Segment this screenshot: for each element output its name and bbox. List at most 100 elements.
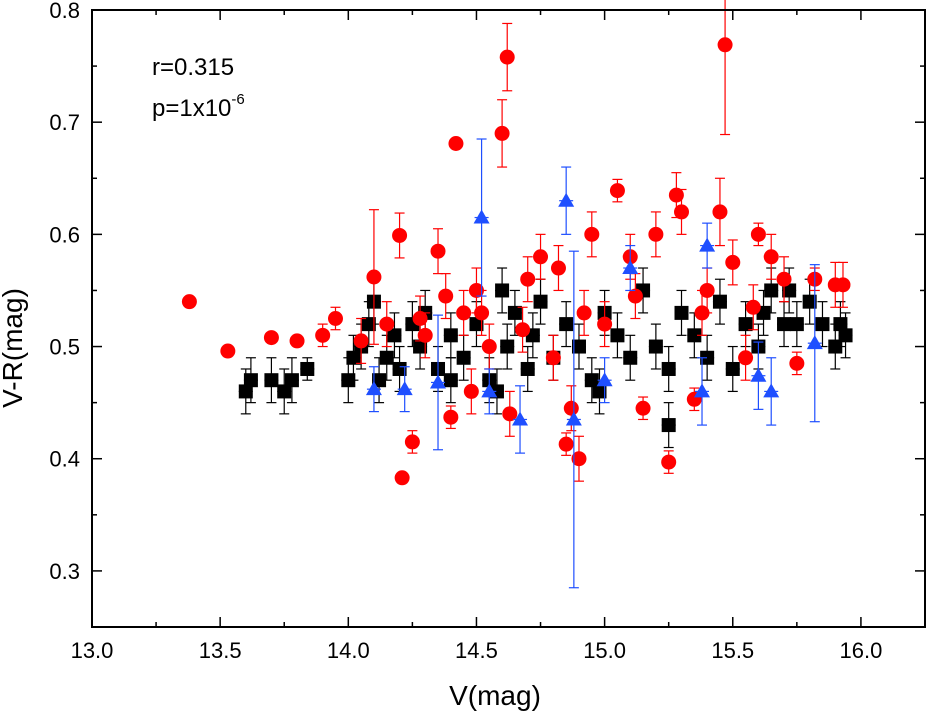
data-point-square <box>284 373 299 388</box>
data-point-circle <box>263 330 279 346</box>
data-point-square <box>392 361 407 376</box>
data-point-circle <box>635 400 651 416</box>
data-point-circle <box>499 49 515 65</box>
data-point-square <box>341 373 356 388</box>
data-point-circle <box>571 451 587 467</box>
data-point-circle <box>661 454 677 470</box>
data-point-square <box>828 339 843 354</box>
data-point-circle <box>327 311 343 326</box>
y-tick-label: 0.3 <box>49 559 80 584</box>
data-point-triangle <box>694 383 711 398</box>
data-point-circle <box>481 339 497 355</box>
data-point-square <box>700 350 715 365</box>
data-point-circle <box>289 333 305 349</box>
data-point-square <box>443 328 458 343</box>
y-tick-label: 0.6 <box>49 222 80 247</box>
y-tick-label: 0.5 <box>49 335 80 360</box>
data-point-circle <box>494 125 510 141</box>
data-point-triangle <box>750 367 767 382</box>
x-tick-label: 13.0 <box>71 638 114 663</box>
data-point-square <box>648 339 663 354</box>
data-point-square <box>413 339 428 354</box>
data-point-circle <box>750 226 766 242</box>
data-point-triangle <box>365 381 382 396</box>
data-point-square <box>277 384 292 399</box>
data-point-triangle <box>565 411 582 426</box>
data-point-square <box>520 361 535 376</box>
x-tick-label: 14.5 <box>455 638 498 663</box>
data-point-circle <box>533 249 549 265</box>
data-point-circle <box>448 135 464 151</box>
data-point-square <box>838 328 853 343</box>
data-point-triangle <box>806 335 823 350</box>
annotation-r: r=0.315 <box>152 54 234 81</box>
data-point-circle <box>220 343 236 359</box>
data-point-square <box>300 361 315 376</box>
data-point-circle <box>520 271 536 287</box>
annotation-p-exponent: -6 <box>231 91 244 108</box>
data-point-square <box>725 361 740 376</box>
data-point-triangle <box>396 381 413 396</box>
x-tick-label: 15.5 <box>711 638 754 663</box>
data-point-circle <box>648 226 664 242</box>
data-point-square <box>610 328 625 343</box>
data-point-square <box>802 294 817 309</box>
data-point-square <box>507 305 522 320</box>
axes: 13.0 13.5 14.0 14.5 15.0 15.5 16.0 0.3 0.4 0.5 0.6… <box>49 0 925 663</box>
data-point-square <box>674 305 689 320</box>
data-point-circle <box>379 316 395 332</box>
series-circle <box>181 0 851 486</box>
data-point-triangle <box>763 383 780 398</box>
plot-area <box>181 0 853 589</box>
data-point-circle <box>353 333 369 349</box>
data-point-circle <box>699 282 715 298</box>
data-point-circle <box>430 243 446 259</box>
data-point-circle <box>502 406 518 422</box>
annotation-p-base: p=1x10 <box>152 95 231 122</box>
y-tick-label: 0.7 <box>49 110 80 135</box>
data-point-square <box>764 283 779 298</box>
data-point-square <box>777 317 792 332</box>
data-point-circle <box>315 327 331 343</box>
data-point-circle <box>789 355 805 371</box>
data-point-square <box>623 350 638 365</box>
data-point-circle <box>443 409 459 425</box>
data-point-triangle <box>596 372 613 387</box>
data-point-circle <box>404 434 420 450</box>
data-point-circle <box>366 269 382 285</box>
data-point-square <box>738 317 753 332</box>
data-point-circle <box>627 288 643 304</box>
data-point-circle <box>776 271 792 287</box>
data-point-circle <box>745 299 761 315</box>
data-point-square <box>687 328 702 343</box>
data-point-triangle <box>481 383 498 398</box>
x-tick-label: 15.0 <box>583 638 626 663</box>
data-point-square <box>346 350 361 365</box>
data-point-square <box>238 384 253 399</box>
data-point-circle <box>835 277 851 293</box>
data-point-circle <box>584 226 600 242</box>
x-tick-label: 16.0 <box>840 638 883 663</box>
data-point-circle <box>394 470 410 486</box>
data-point-circle <box>674 204 690 220</box>
data-point-square <box>361 317 376 332</box>
data-point-triangle <box>622 260 639 275</box>
data-point-circle <box>668 187 684 203</box>
data-point-triangle <box>473 209 490 224</box>
data-point-square <box>243 373 258 388</box>
data-point-square <box>815 317 830 332</box>
data-point-square <box>782 283 797 298</box>
y-tick-label: 0.8 <box>49 0 80 23</box>
data-point-circle <box>545 350 561 366</box>
x-tick-label: 13.5 <box>199 638 242 663</box>
data-point-circle <box>392 227 408 243</box>
data-point-square <box>264 373 279 388</box>
data-point-circle <box>474 305 490 321</box>
data-point-square <box>661 361 676 376</box>
data-point-circle <box>468 282 484 298</box>
data-point-circle <box>563 400 579 416</box>
data-point-square <box>559 317 574 332</box>
data-point-circle <box>738 350 754 366</box>
plot-frame <box>91 9 926 628</box>
